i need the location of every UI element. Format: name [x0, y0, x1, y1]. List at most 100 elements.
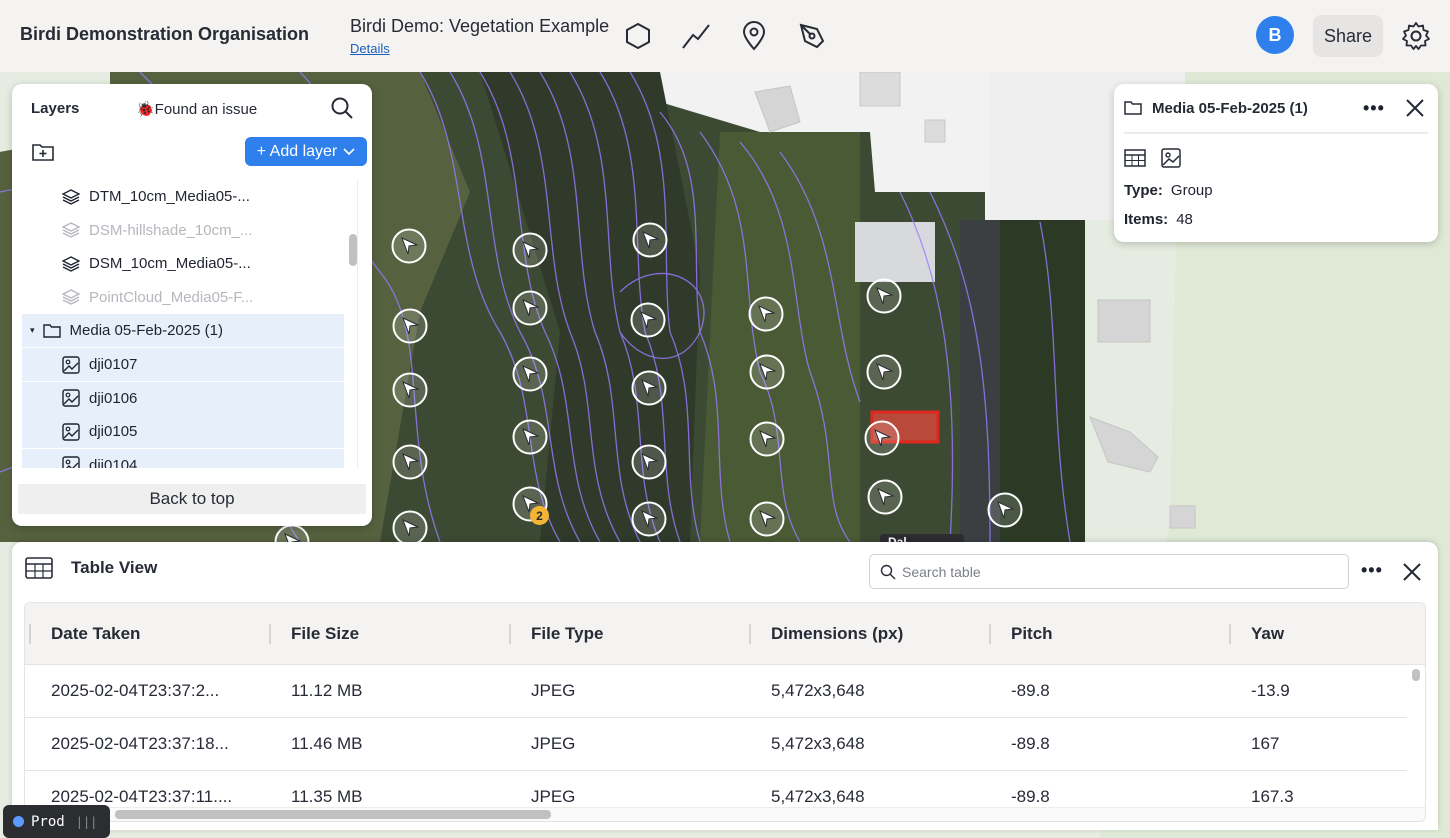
table-search[interactable]: [869, 554, 1349, 589]
layer-tree-item[interactable]: DSM-hillshade_10cm_...: [22, 214, 344, 247]
column-resize-handle[interactable]: [989, 624, 991, 644]
photo-marker-icon[interactable]: [866, 354, 902, 390]
caret-down-icon[interactable]: ▾: [30, 325, 35, 336]
photo-marker-icon[interactable]: [512, 356, 548, 392]
photo-marker-icon[interactable]: [392, 372, 428, 408]
table-cell: 2025-02-04T23:37:18...: [51, 734, 229, 753]
layer-tree-item[interactable]: PointCloud_Media05-F...: [22, 281, 344, 314]
add-layer-button[interactable]: + Add layer: [245, 137, 367, 166]
table-vertical-scroll-thumb[interactable]: [1412, 669, 1420, 681]
photo-marker-icon[interactable]: [512, 290, 548, 326]
photo-marker-icon[interactable]: [512, 419, 548, 455]
layer-tree-item-label: dji0106: [89, 389, 138, 407]
table-vertical-scrollbar[interactable]: [1407, 665, 1425, 807]
photo-marker-icon[interactable]: [631, 444, 667, 480]
more-options-icon[interactable]: •••: [1363, 98, 1385, 118]
photo-marker-icon[interactable]: [392, 510, 428, 546]
pen-tool-icon[interactable]: [797, 20, 827, 52]
photo-marker-icon[interactable]: [631, 501, 667, 537]
column-header[interactable]: Yaw: [1251, 624, 1285, 643]
table-horizontal-scroll-thumb[interactable]: [115, 810, 551, 819]
photo-marker-icon[interactable]: [864, 420, 900, 456]
table-row[interactable]: 2025-02-04T23:37:18... 11.46 MB JPEG 5,472x…: [25, 718, 1407, 771]
photo-marker-icon[interactable]: [391, 228, 427, 264]
column-header[interactable]: Dimensions (px): [771, 624, 904, 643]
layer-tree[interactable]: DTM_10cm_Media05-... DSM-hillshade_10cm_.…: [12, 180, 357, 468]
polygon-tool-icon[interactable]: [623, 20, 653, 52]
table-cell: JPEG: [531, 787, 576, 806]
table-search-input[interactable]: [902, 563, 1342, 580]
close-icon[interactable]: [1404, 97, 1426, 119]
photo-marker-icon[interactable]: [512, 232, 548, 268]
column-header[interactable]: File Size: [291, 624, 360, 643]
photo-marker-icon[interactable]: [392, 308, 428, 344]
table-view-icon[interactable]: [1124, 149, 1146, 167]
table-view-title: Table View: [71, 558, 158, 577]
photo-marker-icon[interactable]: [867, 479, 903, 515]
photo-marker-icon[interactable]: [749, 421, 785, 457]
organisation-name[interactable]: Birdi Demonstration Organisation: [20, 24, 310, 44]
marker-tool-icon[interactable]: [739, 20, 769, 52]
table-cell: 5,472x3,648: [771, 734, 865, 753]
photo-marker-icon[interactable]: [631, 370, 667, 406]
drag-handle-icon[interactable]: |||: [75, 814, 98, 829]
column-header[interactable]: File Type: [531, 624, 604, 643]
column-resize-handle[interactable]: [269, 624, 271, 644]
column-resize-handle[interactable]: [29, 624, 31, 644]
table-cell: 2025-02-04T23:37:2...: [51, 681, 220, 700]
found-an-issue-link[interactable]: 🐞Found an issue: [136, 101, 258, 118]
table-cell: JPEG: [531, 681, 576, 700]
line-tool-icon[interactable]: [681, 20, 711, 52]
layer-tree-item[interactable]: dji0107: [22, 348, 344, 381]
new-folder-icon[interactable]: [32, 141, 54, 163]
add-layer-label: + Add layer: [256, 142, 338, 160]
photo-marker-icon[interactable]: [632, 222, 668, 258]
photo-marker-icon[interactable]: [748, 296, 784, 332]
photo-marker-icon[interactable]: [749, 501, 785, 537]
layer-tree-item[interactable]: dji0104: [22, 448, 344, 468]
back-to-top-button[interactable]: Back to top: [18, 484, 366, 514]
layer-tree-item[interactable]: DTM_10cm_Media05-...: [22, 180, 344, 213]
search-icon: [880, 564, 896, 579]
layer-tree-item-label: dji0107: [89, 356, 138, 373]
column-header[interactable]: Date Taken: [51, 624, 141, 643]
environment-badge[interactable]: Prod |||: [3, 805, 110, 838]
project-info: Birdi Demo: Vegetation Example Details: [350, 16, 609, 56]
photo-marker-icon[interactable]: [630, 302, 666, 338]
layer-tree-item[interactable]: DSM_10cm_Media05-...: [22, 247, 344, 280]
photo-marker-icon[interactable]: [392, 444, 428, 480]
layer-tree-item[interactable]: dji0106: [22, 381, 344, 415]
popup-divider: [1124, 132, 1428, 134]
search-icon[interactable]: [330, 96, 354, 120]
more-options-icon[interactable]: •••: [1361, 560, 1383, 580]
table-cell: 167.3: [1251, 787, 1294, 806]
project-title: Birdi Demo: Vegetation Example: [350, 16, 610, 36]
settings-gear-icon[interactable]: [1400, 20, 1432, 52]
table-row[interactable]: 2025-02-04T23:37:2... 11.12 MB JPEG 5,472x3…: [25, 665, 1407, 718]
share-button[interactable]: Share: [1313, 15, 1383, 57]
photo-marker-icon[interactable]: [866, 278, 902, 314]
layer-tree-item[interactable]: ▾ Media 05-Feb-2025 (1): [22, 314, 344, 348]
column-header[interactable]: Pitch: [1011, 624, 1053, 643]
layer-tree-item[interactable]: dji0105: [22, 415, 344, 449]
image-icon[interactable]: [1161, 148, 1181, 168]
photo-marker-icon[interactable]: [987, 492, 1023, 528]
table-cell: JPEG: [531, 734, 576, 753]
layers-icon: [62, 221, 80, 239]
table-cell: 11.46 MB: [291, 734, 363, 753]
column-resize-handle[interactable]: [1229, 624, 1231, 644]
media-group-popup: Media 05-Feb-2025 (1) ••• Type: Group Ite…: [1114, 84, 1438, 242]
layer-tree-scrollbar[interactable]: [357, 180, 367, 468]
details-link[interactable]: Details: [350, 41, 390, 56]
layer-tree-scroll-thumb[interactable]: [349, 234, 357, 266]
user-avatar[interactable]: B: [1256, 16, 1294, 54]
column-resize-handle[interactable]: [749, 624, 751, 644]
photo-marker-icon[interactable]: [749, 354, 785, 390]
table-cell: -89.8: [1011, 734, 1050, 753]
table-icon: [25, 557, 53, 579]
popup-items-row: Items: 48: [1124, 211, 1193, 228]
close-icon[interactable]: [1401, 561, 1423, 583]
data-table: Date Taken File Size File Type Dimensions (…: [24, 602, 1426, 822]
column-resize-handle[interactable]: [509, 624, 511, 644]
cluster-count-badge[interactable]: 2: [530, 506, 549, 525]
